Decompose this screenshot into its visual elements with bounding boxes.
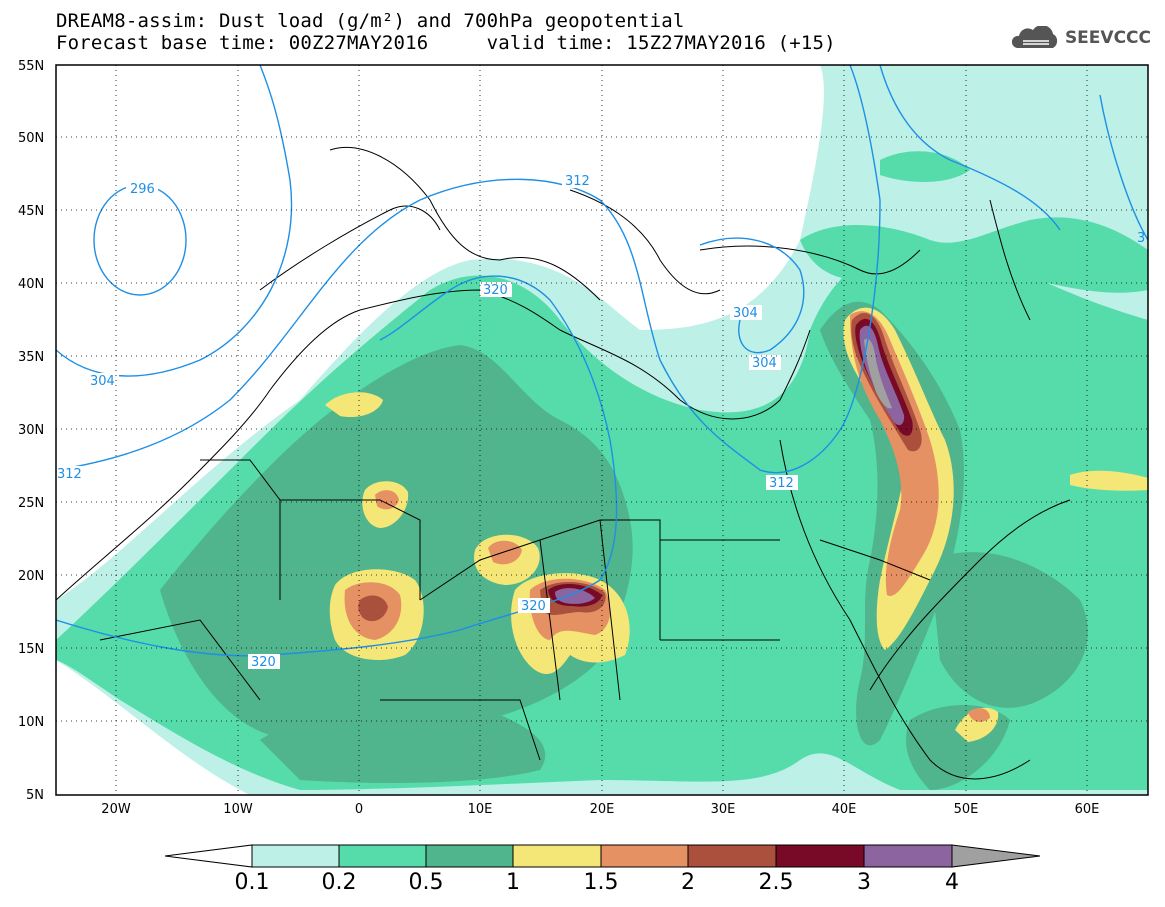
lat-label: 25N (18, 496, 44, 511)
lat-label: 50N (18, 131, 44, 146)
colorbar-tick: 0.5 (408, 870, 444, 895)
contour-label: 304 (752, 356, 777, 371)
dust-level-3.0-chad (555, 588, 595, 604)
colorbar-tick: 1 (506, 870, 520, 895)
colorbar-bin (863, 844, 953, 868)
dust-level-1.0-iran (1070, 470, 1148, 491)
lat-label: 35N (18, 350, 44, 365)
lon-label: 30E (711, 802, 736, 817)
longitude-labels: 20W 10W 0 10E 20E 30E 40E 50E 60E (101, 802, 1099, 817)
colorbar-tick: 1.5 (583, 870, 619, 895)
contour-label: 304 (90, 374, 115, 389)
colorbar-bin (775, 844, 865, 868)
lon-label: 20W (101, 802, 131, 817)
seevccc-logo: SEEVCCC (1009, 26, 1151, 50)
contour-label-group: 296 312 304 304 304 312 320 320 320 312 … (56, 173, 1145, 670)
dust-level-1.5-niger (488, 540, 522, 565)
lon-label: 40E (832, 802, 857, 817)
lat-label: 40N (18, 277, 44, 292)
title-line-2: Forecast base time: 00Z27MAY2016 valid t… (56, 32, 836, 54)
contour-label: 312 (769, 476, 794, 491)
cloud-icon (1011, 26, 1058, 48)
latitude-labels: 55N 50N 45N 40N 35N 30N 25N 20N 15N 10N … (18, 59, 44, 803)
contour-label: 312 (565, 174, 590, 189)
colorbar (164, 844, 1041, 868)
colorbar-tick: 2.5 (758, 870, 794, 895)
lat-label: 10N (18, 715, 44, 730)
contour-304-north (879, 65, 1061, 231)
contour-312-far-east (1099, 94, 1148, 241)
lat-label: 45N (18, 204, 44, 219)
contour-label: 320 (483, 283, 508, 298)
colorbar-bin (600, 844, 689, 868)
contour-label: 304 (733, 306, 758, 321)
contour-label: 3 (1137, 231, 1145, 246)
dust-level-1.0-north (325, 392, 383, 418)
contour-label: 320 (251, 655, 276, 670)
dust-level-0.5-arabia (930, 552, 1088, 708)
colorbar-low-arrow (164, 844, 253, 868)
colorbar-tick: 2 (681, 870, 695, 895)
contour-label: 312 (57, 467, 82, 482)
contour-label: 320 (521, 599, 546, 614)
colorbar-high-arrow (951, 844, 1041, 868)
colorbar-bin (512, 844, 602, 868)
dust-level-0.2-north (800, 217, 1148, 293)
dust-level-0.5-sahara (160, 345, 633, 741)
coastlines (56, 146, 1071, 780)
colorbar-tick: 4 (945, 870, 959, 895)
lon-label: 50E (954, 802, 979, 817)
lon-label: 60E (1075, 802, 1100, 817)
contour-304-west (56, 65, 293, 377)
lon-label: 10W (223, 802, 253, 817)
colorbar-bin (251, 844, 340, 868)
map-frame (55, 64, 1149, 796)
lon-label: 0 (355, 802, 363, 817)
logo-text: SEEVCCC (1064, 28, 1151, 48)
contour-312 (56, 65, 881, 474)
lon-label: 20E (590, 802, 615, 817)
contour-304-east (699, 237, 805, 354)
lon-label: 10E (468, 802, 493, 817)
dust-level-0.5-sahel (260, 696, 546, 783)
dust-level-1.5-algeria (375, 490, 399, 510)
contour-label: 296 (130, 182, 155, 197)
lat-label: 30N (18, 423, 44, 438)
colorbar-tick: 3 (857, 870, 871, 895)
graticule (56, 65, 1148, 795)
lat-label: 55N (18, 59, 44, 74)
colorbar-tick: 0.1 (234, 870, 270, 895)
dust-level-2.0-mali (358, 595, 388, 622)
colorbar-tick: 0.2 (321, 870, 357, 895)
title-line-1: DREAM8-assim: Dust load (g/m²) and 700hP… (56, 10, 685, 32)
lat-label: 5N (26, 788, 44, 803)
colorbar-bin (338, 844, 427, 868)
colorbar-bin (425, 844, 514, 868)
colorbar-bin (687, 844, 777, 868)
lat-label: 20N (18, 569, 44, 584)
lat-label: 15N (18, 642, 44, 657)
dust-level-1.5-somalia (968, 708, 990, 722)
